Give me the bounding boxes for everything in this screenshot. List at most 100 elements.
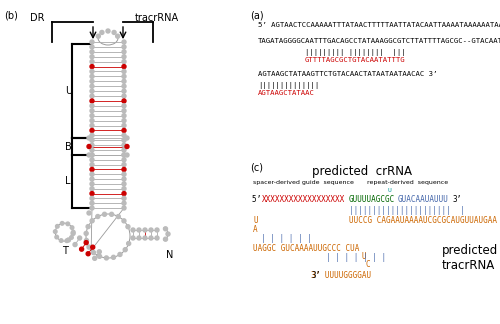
Text: UUCCG CAGAAUAAAAUCGCGCAUGUUAUGAA: UUCCG CAGAAUAAAAUCGCGCAUGUUAUGAA [349, 216, 497, 225]
Circle shape [72, 230, 75, 234]
Circle shape [125, 153, 129, 157]
Circle shape [90, 148, 94, 152]
Circle shape [98, 250, 102, 254]
Text: ||||||||| ||||||||  |||: ||||||||| |||||||| ||| [305, 49, 406, 56]
Circle shape [122, 133, 126, 137]
Circle shape [90, 187, 94, 191]
Circle shape [116, 214, 120, 219]
Circle shape [56, 225, 59, 228]
Text: | | | | | | |: | | | | | | | [326, 253, 386, 262]
Text: TAGATAGGGGCAATTTGACAGCCTATAAAGGCGTCTTATTTTAGCGC--GTACAATACTTG: TAGATAGGGGCAATTTGACAGCCTATAAAGGCGTCTTATT… [258, 38, 500, 44]
Circle shape [122, 119, 126, 122]
Text: spacer-derived guide  sequence: spacer-derived guide sequence [253, 180, 354, 185]
Circle shape [122, 148, 126, 152]
Circle shape [90, 133, 94, 137]
Circle shape [84, 231, 88, 236]
Text: U: U [65, 86, 72, 96]
Circle shape [102, 212, 106, 216]
Circle shape [66, 238, 70, 242]
Circle shape [131, 228, 135, 232]
Circle shape [54, 230, 57, 233]
Circle shape [87, 153, 91, 157]
Circle shape [90, 104, 94, 108]
Circle shape [90, 119, 94, 122]
Circle shape [122, 201, 126, 205]
Circle shape [90, 109, 94, 113]
Circle shape [90, 79, 94, 83]
Circle shape [70, 236, 73, 239]
Text: A: A [253, 225, 258, 234]
Circle shape [90, 219, 94, 223]
Circle shape [90, 177, 94, 181]
Circle shape [143, 236, 147, 240]
Text: repeat-derived  sequence: repeat-derived sequence [367, 180, 448, 185]
Circle shape [122, 84, 126, 88]
Text: N: N [166, 250, 173, 260]
Circle shape [90, 191, 94, 196]
Circle shape [86, 214, 130, 258]
Circle shape [122, 163, 126, 167]
Circle shape [118, 252, 122, 257]
Text: ||||||||||||||: |||||||||||||| [258, 82, 320, 89]
Circle shape [92, 250, 96, 255]
Circle shape [122, 187, 126, 191]
Circle shape [84, 241, 88, 245]
Circle shape [166, 232, 170, 236]
Text: GUACAAUAUUU: GUACAAUAUUU [398, 195, 448, 204]
Circle shape [96, 214, 100, 218]
Circle shape [122, 138, 126, 142]
Circle shape [122, 153, 126, 157]
Circle shape [122, 114, 126, 118]
Circle shape [123, 248, 127, 252]
Circle shape [90, 55, 94, 59]
Circle shape [122, 94, 126, 98]
Circle shape [87, 211, 91, 215]
Circle shape [122, 123, 126, 128]
Text: XXXXXXXXXXXXXXXXXX: XXXXXXXXXXXXXXXXXX [262, 195, 345, 204]
Text: 5’ AGTAACTCCAAAAATTTATAACTTTTTAATTATACAATTAAAATAAAAAATAAAACCCC: 5’ AGTAACTCCAAAAATTTATAACTTTTTAATTATACAA… [258, 22, 500, 28]
Circle shape [90, 69, 94, 74]
Text: 3’: 3’ [453, 195, 462, 204]
Circle shape [73, 243, 77, 247]
Circle shape [155, 228, 159, 232]
Text: tracrRNA: tracrRNA [135, 13, 179, 23]
Circle shape [80, 247, 84, 251]
Circle shape [90, 60, 94, 64]
Circle shape [122, 89, 126, 93]
Circle shape [90, 50, 94, 54]
Circle shape [149, 236, 153, 240]
Text: (c): (c) [250, 162, 263, 172]
Circle shape [149, 228, 153, 232]
Circle shape [122, 104, 126, 108]
Circle shape [122, 191, 126, 196]
Circle shape [126, 225, 130, 229]
Circle shape [90, 89, 94, 93]
Circle shape [66, 222, 70, 226]
Circle shape [122, 153, 126, 157]
Circle shape [90, 94, 94, 98]
Circle shape [106, 29, 110, 33]
Circle shape [87, 136, 91, 140]
Text: U: U [388, 188, 392, 193]
Circle shape [122, 172, 126, 176]
Circle shape [87, 245, 91, 249]
Circle shape [78, 236, 82, 240]
Circle shape [116, 34, 119, 38]
Circle shape [90, 84, 94, 88]
Circle shape [122, 182, 126, 186]
Circle shape [90, 143, 94, 147]
Text: 5’: 5’ [252, 195, 266, 204]
Circle shape [122, 69, 126, 74]
Circle shape [104, 256, 108, 260]
Circle shape [131, 236, 135, 240]
Circle shape [90, 153, 94, 157]
Circle shape [90, 45, 94, 49]
Circle shape [90, 75, 94, 78]
Text: UAGGC GUCAAAAUUGCCC CUA: UAGGC GUCAAAAUUGCCC CUA [253, 244, 360, 253]
Text: C: C [366, 260, 370, 269]
Circle shape [96, 34, 100, 38]
Circle shape [122, 50, 126, 54]
Circle shape [70, 226, 74, 229]
Text: (b): (b) [4, 10, 18, 20]
Circle shape [122, 158, 126, 162]
